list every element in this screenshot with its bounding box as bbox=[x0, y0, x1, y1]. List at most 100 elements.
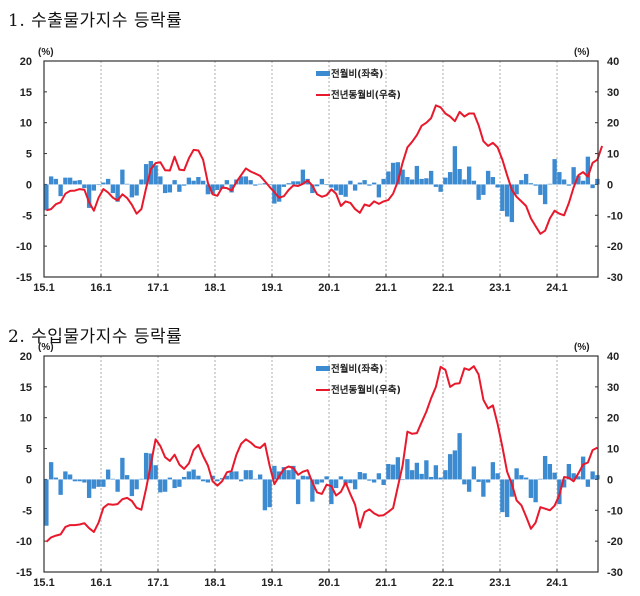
right-axis-tick-label: -30 bbox=[607, 272, 623, 284]
bar-month-change bbox=[205, 184, 211, 195]
right-axis-tick-label: 20 bbox=[607, 413, 619, 425]
plot-frame bbox=[43, 60, 599, 278]
export-price-chart: 15.1 16.1 17.1 18.1 19.1 20.1 21.1 22.1 23.1 24.1… bbox=[16, 47, 623, 294]
bar-month-change bbox=[224, 180, 230, 185]
bar-month-change bbox=[533, 184, 538, 186]
bar-month-change bbox=[129, 479, 135, 497]
bar-month-change bbox=[53, 477, 59, 480]
bar-month-change bbox=[476, 184, 481, 200]
bar-month-change bbox=[471, 466, 477, 480]
bar-month-change bbox=[200, 479, 206, 482]
bar-month-change bbox=[428, 170, 434, 185]
bar-month-change bbox=[67, 474, 73, 480]
bar-month-change bbox=[381, 479, 386, 485]
bar-month-change bbox=[281, 184, 287, 187]
bar-month-change bbox=[224, 475, 230, 480]
bar-month-change bbox=[509, 184, 515, 223]
bar-month-change bbox=[86, 479, 92, 498]
bar-month-change bbox=[452, 450, 458, 480]
x-tick-label: 20.1 bbox=[318, 282, 339, 294]
x-tick-label: 17.1 bbox=[147, 577, 168, 589]
bar-month-change bbox=[295, 479, 301, 505]
bar-month-change bbox=[63, 177, 68, 185]
bar-month-change bbox=[414, 165, 420, 185]
bar-month-change bbox=[115, 479, 120, 492]
bar-month-change bbox=[386, 171, 391, 185]
bar-month-change bbox=[500, 184, 505, 211]
bar-month-change bbox=[466, 166, 472, 185]
bar-month-change bbox=[257, 474, 263, 480]
bar-month-change bbox=[86, 184, 92, 208]
bar-month-change bbox=[424, 178, 429, 185]
right-axis-tick-label: 0 bbox=[607, 474, 613, 486]
bar-month-change bbox=[595, 475, 600, 480]
bar-month-change bbox=[238, 479, 244, 482]
bar-month-change bbox=[186, 177, 192, 185]
bar-month-change bbox=[153, 465, 158, 480]
left-axis-tick-label: 20 bbox=[20, 56, 32, 68]
left-axis-unit: (%) bbox=[38, 342, 54, 353]
bar-month-change bbox=[162, 479, 168, 492]
right-axis-tick-label: 10 bbox=[607, 444, 619, 456]
right-axis-tick-label: 40 bbox=[607, 351, 619, 363]
bar-month-change bbox=[338, 184, 344, 195]
right-axis-tick-label: 40 bbox=[607, 56, 619, 68]
bar-month-change bbox=[452, 146, 458, 185]
x-tick-label: 16.1 bbox=[90, 282, 111, 294]
bar-month-change bbox=[443, 177, 448, 185]
bar-month-change bbox=[248, 180, 253, 185]
left-axis-tick-label: 0 bbox=[26, 474, 32, 486]
bar-month-change bbox=[471, 180, 477, 185]
bar-month-change bbox=[424, 460, 429, 480]
bar-month-change bbox=[343, 184, 348, 197]
chart-2-title: 2. 수입물가지수 등락률 bbox=[8, 327, 183, 347]
bar-month-change bbox=[63, 471, 68, 480]
bar-month-change bbox=[547, 183, 553, 185]
bar-month-change bbox=[395, 457, 401, 480]
bar-month-change bbox=[443, 470, 448, 480]
bar-month-change bbox=[405, 459, 410, 480]
bar-month-change bbox=[243, 176, 249, 185]
bar-month-change bbox=[329, 184, 334, 188]
left-axis-tick-label: 5 bbox=[26, 149, 32, 161]
right-axis-unit: (%) bbox=[574, 342, 590, 353]
bar-month-change bbox=[457, 169, 462, 185]
plot-frame bbox=[43, 355, 599, 573]
left-axis-tick-label: 20 bbox=[20, 351, 32, 363]
bar-month-change bbox=[253, 478, 258, 480]
bar-month-change bbox=[400, 479, 405, 481]
bar-month-change bbox=[96, 479, 101, 487]
bar-month-change bbox=[319, 178, 325, 185]
bar-month-change bbox=[91, 479, 97, 489]
bar-month-change bbox=[390, 464, 396, 480]
bar-month-change bbox=[205, 479, 211, 483]
bar-month-change bbox=[115, 184, 120, 202]
line-year-on-year bbox=[46, 104, 604, 235]
left-axis-tick-label: 15 bbox=[20, 87, 32, 99]
bar-month-change bbox=[310, 479, 315, 502]
legend: 전월비(좌축) 전년동월비(우축) bbox=[316, 363, 401, 396]
bar-month-change bbox=[362, 180, 367, 185]
right-axis-tick-label: -10 bbox=[607, 210, 623, 222]
bar-month-change bbox=[129, 184, 135, 198]
bar-month-change bbox=[200, 180, 206, 185]
bar-month-change bbox=[419, 178, 424, 185]
bar-month-change bbox=[134, 184, 139, 196]
bar-month-change bbox=[362, 473, 367, 480]
bar-month-change bbox=[243, 470, 249, 480]
bar-month-change bbox=[77, 479, 82, 482]
bar-month-change bbox=[485, 479, 491, 483]
bar-month-change bbox=[120, 457, 125, 480]
bar-month-change bbox=[457, 433, 462, 480]
left-axis-tick-label: -15 bbox=[16, 567, 32, 579]
bar-month-change bbox=[181, 476, 187, 480]
left-axis-tick-label: 5 bbox=[26, 444, 32, 456]
bar-month-change bbox=[428, 476, 434, 480]
bar-month-change bbox=[172, 479, 177, 489]
bar-month-change bbox=[538, 478, 543, 480]
bar-month-change bbox=[158, 176, 163, 185]
bar-month-change bbox=[542, 455, 548, 480]
bar-month-change bbox=[300, 475, 306, 480]
left-axis-tick-label: 15 bbox=[20, 382, 32, 394]
bar-month-change bbox=[314, 479, 320, 485]
